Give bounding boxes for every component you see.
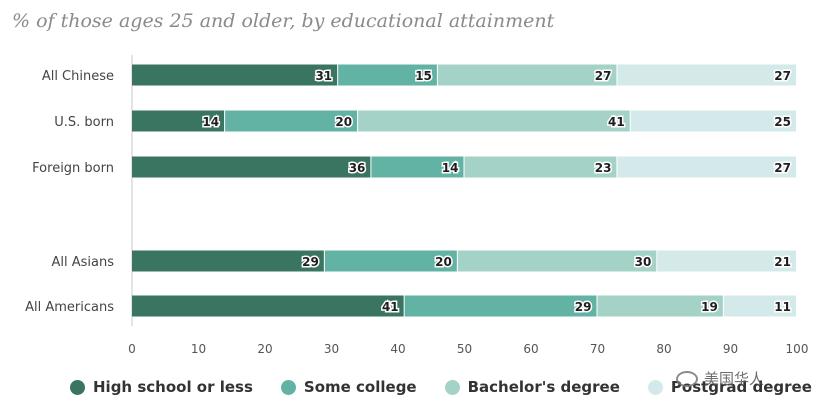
x-tick-label: 10 [191, 342, 206, 356]
bar-segment [464, 156, 617, 178]
bar-segment [371, 156, 464, 178]
legend-swatch-postgrad [647, 379, 663, 395]
legend-item-some-college: Some college [280, 378, 417, 396]
data-label: 23 [595, 161, 612, 175]
bar-segment [617, 64, 796, 86]
category-label: All Americans [25, 300, 114, 315]
legend-swatch-bachelors [444, 379, 460, 395]
data-label: 41 [608, 115, 625, 129]
data-label: 25 [774, 115, 791, 129]
chart-legend: High school or less Some college Bachelo… [70, 378, 813, 396]
x-tick-label: 20 [257, 342, 272, 356]
bar-segment [597, 295, 723, 317]
bar-segment [358, 110, 630, 132]
data-label: 20 [335, 115, 352, 129]
x-tick-label: 80 [656, 342, 671, 356]
bar-segment [338, 64, 437, 86]
legend-item-high-school: High school or less [70, 378, 253, 396]
data-label: 27 [774, 69, 791, 83]
data-label: 14 [202, 115, 219, 129]
bar-segment [723, 295, 796, 317]
data-label: 14 [442, 161, 459, 175]
legend-swatch-some-college [280, 379, 296, 395]
bar-segment [132, 64, 338, 86]
data-label: 15 [415, 69, 432, 83]
data-label: 27 [774, 161, 791, 175]
watermark: 美国华人 [676, 368, 764, 389]
x-tick-label: 60 [523, 342, 538, 356]
category-label: U.S. born [54, 115, 114, 130]
data-label: 36 [349, 161, 366, 175]
data-label: 19 [701, 300, 718, 314]
data-label: 11 [774, 300, 791, 314]
data-label: 21 [774, 255, 791, 269]
x-tick-label: 90 [723, 342, 738, 356]
x-tick-label: 40 [390, 342, 405, 356]
x-tick-label: 0 [128, 342, 136, 356]
legend-label-high-school: High school or less [93, 378, 253, 396]
x-tick-label: 50 [457, 342, 472, 356]
data-label: 20 [435, 255, 452, 269]
bar-segment [437, 64, 617, 86]
x-tick-label: 30 [324, 342, 339, 356]
bar-segment [657, 250, 796, 272]
bar-segment [132, 110, 225, 132]
bar-segment [324, 250, 457, 272]
legend-item-bachelors: Bachelor's degree [444, 378, 620, 396]
x-tick-label: 100 [786, 342, 809, 356]
wechat-icon [676, 370, 698, 387]
legend-label-postgrad: Postgrad degree [670, 378, 812, 396]
bar-segment [132, 295, 404, 317]
watermark-text: 美国华人 [704, 370, 765, 388]
category-label: All Chinese [42, 69, 114, 84]
bar-segment [404, 295, 597, 317]
bar-segment [617, 156, 796, 178]
x-tick-label: 70 [590, 342, 605, 356]
data-label: 30 [635, 255, 652, 269]
legend-label-bachelors: Bachelor's degree [467, 378, 620, 396]
bar-segment [630, 110, 796, 132]
legend-label-some-college: Some college [303, 378, 417, 396]
data-label: 31 [315, 69, 332, 83]
bar-segment [225, 110, 358, 132]
bar-segment [132, 156, 371, 178]
chart-subtitle: % of those ages 25 and older, by educati… [12, 10, 555, 32]
bar-segment [457, 250, 657, 272]
category-label: Foreign born [32, 161, 114, 176]
category-label: All Asians [51, 255, 114, 270]
data-label: 29 [575, 300, 592, 314]
data-label: 27 [595, 69, 612, 83]
legend-swatch-high-school [70, 379, 85, 395]
data-label: 29 [302, 255, 319, 269]
bar-segment [132, 250, 324, 272]
legend-item-postgrad: Postgrad degree [647, 378, 812, 396]
data-label: 41 [382, 300, 399, 314]
